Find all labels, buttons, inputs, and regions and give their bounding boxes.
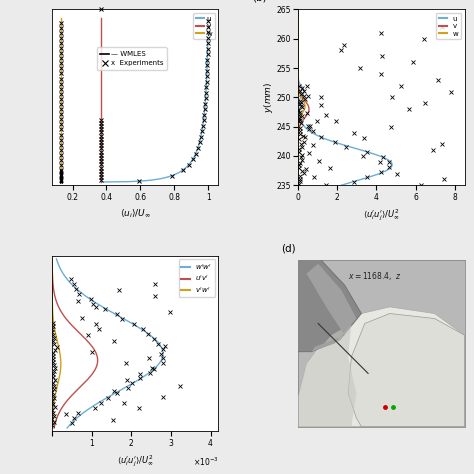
Legend: u, v, w: u, v, w — [436, 13, 461, 39]
Polygon shape — [298, 307, 465, 427]
Legend: $w^\prime w^\prime$, $u^\prime v^\prime$, $v^\prime w^\prime$: $w^\prime w^\prime$, $u^\prime v^\prime$… — [179, 259, 215, 297]
X-axis label: $\langle u_i^\prime u_j^\prime \rangle/U_\infty^2$: $\langle u_i^\prime u_j^\prime \rangle/U… — [117, 454, 154, 469]
Polygon shape — [298, 323, 356, 427]
Text: (b): (b) — [252, 0, 266, 2]
Polygon shape — [348, 313, 465, 427]
Text: $\times10^{-3}$: $\times10^{-3}$ — [193, 456, 219, 468]
Text: $x = 1168.4,\ z$: $x = 1168.4,\ z$ — [348, 270, 401, 283]
Polygon shape — [290, 252, 361, 352]
X-axis label: $\langle u_i^\prime u_j^\prime \rangle/U_\infty^2$: $\langle u_i^\prime u_j^\prime \rangle/U… — [363, 208, 400, 223]
X-axis label: $\langle u_i \rangle/U_\infty$: $\langle u_i \rangle/U_\infty$ — [120, 208, 151, 219]
Legend: u, v, w: u, v, w — [193, 13, 215, 39]
Y-axis label: $y(mm)$: $y(mm)$ — [262, 82, 275, 113]
Polygon shape — [307, 264, 356, 352]
Text: (d): (d) — [282, 244, 296, 254]
